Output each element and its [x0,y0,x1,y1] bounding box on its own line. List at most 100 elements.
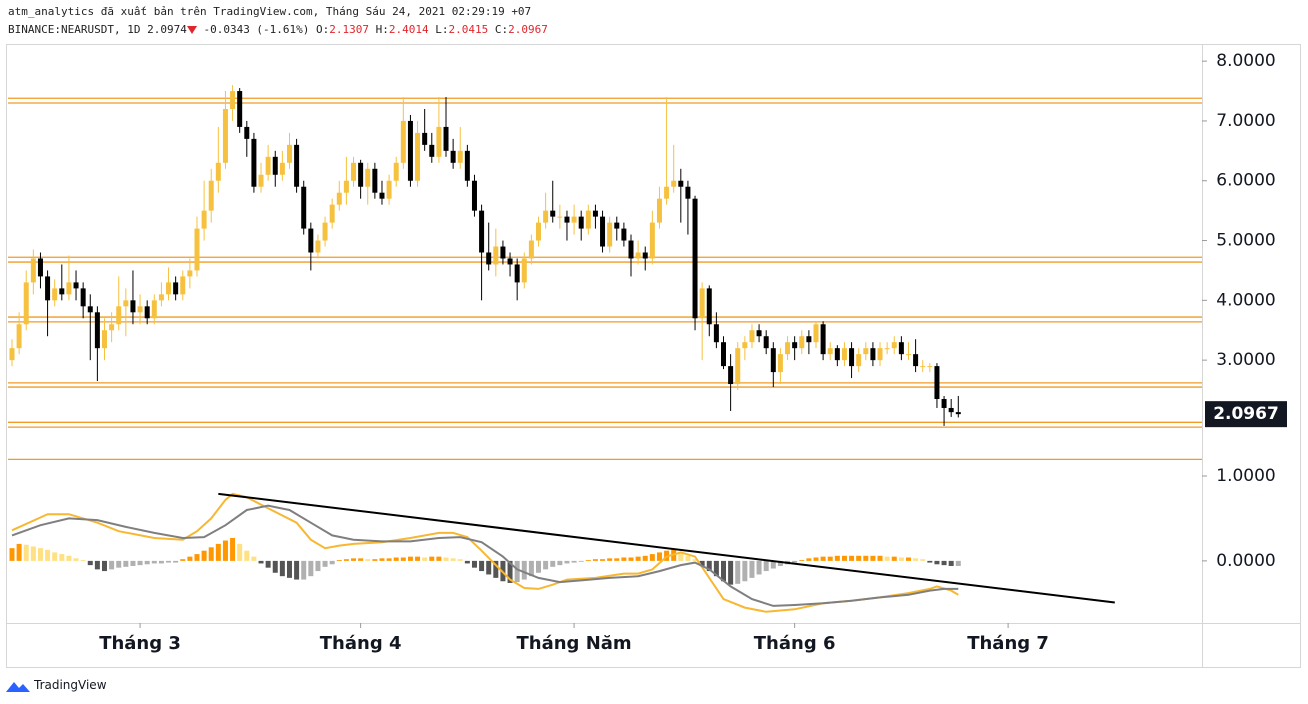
histogram-bar [507,560,513,583]
histogram-bar [799,560,805,561]
candle-body [166,282,172,295]
histogram-bar [870,555,876,561]
candle-body [550,210,556,217]
histogram-bar [407,556,413,561]
candle-body [173,282,179,295]
candle-body [471,180,477,211]
histogram-bar [927,560,933,563]
histogram-bar [301,560,307,580]
histogram-bar [279,560,285,577]
candle-body [642,252,648,259]
histogram-bar [543,560,549,570]
histogram-bar [151,560,157,564]
histogram-bar [863,555,869,561]
histogram-bar [607,558,613,561]
histogram-bar [521,560,527,580]
candle-body [187,270,193,277]
histogram-bar [322,560,328,567]
histogram-bar [258,560,264,564]
y-tick-label: 8.0000 [1216,51,1275,71]
candle-body [407,120,413,181]
histogram-bar [286,560,292,578]
candle-body [728,366,734,385]
histogram-bar [471,560,477,568]
histogram-bar [137,560,143,566]
candle-body [272,156,278,175]
histogram-bar [94,560,100,570]
candle-body [286,144,292,163]
candle-body [16,324,22,349]
histogram-bar [564,560,570,564]
candle-body [678,180,684,187]
x-tick-label: Tháng Năm [516,633,631,654]
candle-body [528,240,534,259]
histogram-bar [436,556,442,561]
candle-body [585,210,591,229]
change: -0.0343 (-1.61%) [203,23,310,36]
candle-body [792,342,798,349]
histogram-bar [841,555,847,561]
candle-body [429,144,435,157]
candle-body [607,222,613,247]
candle-body [294,144,300,187]
histogram-bar [756,560,762,575]
histogram-bar [109,560,115,570]
y-tick-label: 5.0000 [1216,231,1275,251]
candle-body [265,156,271,175]
histogram-bar [578,560,584,562]
candle-body [827,348,833,355]
candle-body [422,132,428,145]
candle-body [770,348,776,373]
histogram-bar [457,559,463,561]
x-tick-label: Tháng 6 [754,633,836,654]
candle-body [649,222,655,259]
candle-body [123,300,129,307]
histogram-bar [493,560,499,578]
candle-body [692,198,698,319]
candle-body [379,192,385,199]
histogram-bar [336,560,342,561]
histogram-bar [685,555,691,561]
candle-body [336,192,342,205]
candle-body [109,324,115,331]
histogram-bar [614,558,620,561]
high-label: H: [375,23,389,36]
candle-body [870,348,876,361]
histogram-bar [45,549,51,561]
candle-body [251,138,257,187]
low-label: L: [435,23,449,36]
candle-body [208,180,214,211]
histogram-bar [244,550,250,561]
histogram-bar [123,560,129,567]
candle-body [685,186,691,199]
histogram-bar [728,560,734,585]
y-tick-label: 1.0000 [1216,466,1275,486]
histogram-bar [230,537,236,561]
candle-body [194,228,200,271]
histogram-bar [763,560,769,572]
candle-body [721,342,726,367]
candle-body [948,407,954,413]
candle-body [905,354,911,356]
histogram-bar [158,560,164,564]
candle-body [436,126,442,157]
histogram-bar [877,555,883,561]
candle-body [941,399,947,408]
candle-body [130,300,136,313]
candle-body [66,282,72,295]
candle-body [94,312,100,349]
histogram-bar [222,540,228,561]
candle-body [80,288,86,307]
y-tick-label: 6.0000 [1216,171,1275,191]
open-value: 2.1307 [329,23,370,36]
histogram-bar [343,559,349,561]
candle-body [898,342,904,355]
candle-body [749,330,755,343]
open-label: O: [316,23,330,36]
candle-body [592,210,598,217]
candle-body [215,162,221,181]
candle-body [37,258,43,277]
candle-body [785,342,791,355]
candle-body [713,324,719,343]
